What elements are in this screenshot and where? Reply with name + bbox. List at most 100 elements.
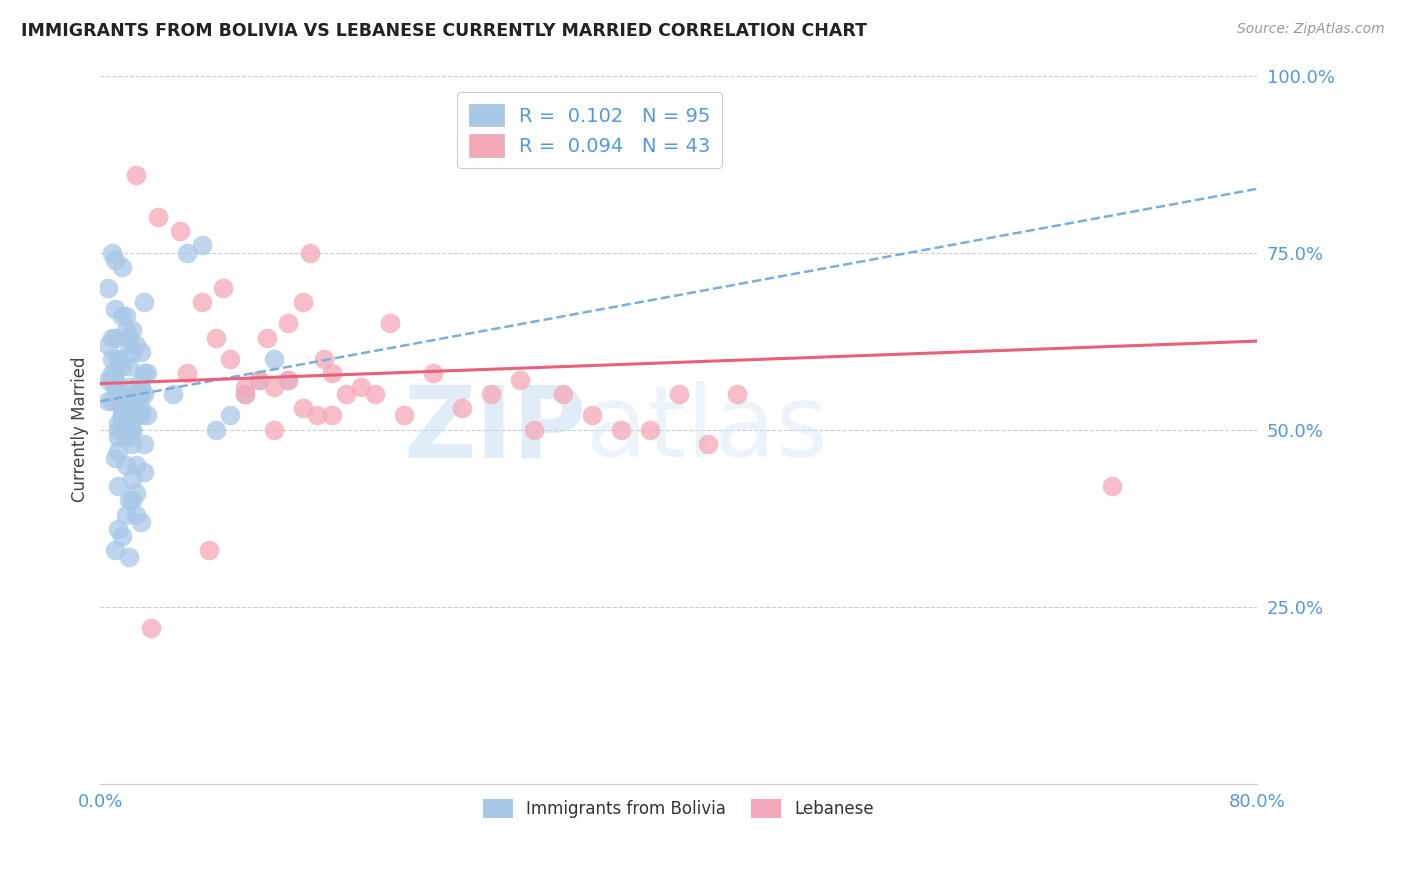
Point [111,423,134,437]
Point [129,387,152,401]
Point [132,366,155,380]
Point [115,310,138,324]
Point [335,387,357,401]
Point [125,337,148,351]
Point [176,245,198,260]
Point [364,387,387,401]
Point [610,423,633,437]
Point [101,366,124,380]
Point [378,317,401,331]
Point [115,508,138,522]
Legend: Immigrants from Bolivia, Lebanese: Immigrants from Bolivia, Lebanese [477,792,882,825]
Point [118,380,141,394]
Point [233,387,256,401]
Point [118,493,141,508]
Point [121,423,143,437]
Point [115,387,138,401]
Point [118,423,141,437]
Point [111,409,134,423]
Point [111,260,134,274]
Point [190,238,212,252]
Point [104,373,127,387]
Point [422,366,444,380]
Point [314,351,336,366]
Point [349,380,371,394]
Point [121,344,143,359]
Point [107,430,129,444]
Y-axis label: Currently Married: Currently Married [72,357,89,502]
Point [111,529,134,543]
Point [176,366,198,380]
Point [696,437,718,451]
Point [725,387,748,401]
Point [291,401,314,416]
Point [107,443,129,458]
Point [101,330,124,344]
Point [233,380,256,394]
Point [263,423,285,437]
Point [212,281,235,295]
Point [129,380,152,394]
Point [97,337,120,351]
Point [125,486,148,500]
Point [129,373,152,387]
Point [104,302,127,317]
Point [121,472,143,486]
Point [479,387,502,401]
Point [111,416,134,430]
Point [115,409,138,423]
Point [111,409,134,423]
Point [121,437,143,451]
Point [104,450,127,465]
Point [148,210,170,224]
Point [125,387,148,401]
Point [219,351,242,366]
Point [132,465,155,479]
Point [107,387,129,401]
Point [118,416,141,430]
Point [104,380,127,394]
Point [118,337,141,351]
Point [121,401,143,416]
Point [118,416,141,430]
Point [129,409,152,423]
Point [107,416,129,430]
Point [263,380,285,394]
Point [125,409,148,423]
Point [509,373,531,387]
Point [115,394,138,409]
Point [111,310,134,324]
Point [97,373,120,387]
Point [125,387,148,401]
Point [111,401,134,416]
Point [111,359,134,373]
Point [277,373,299,387]
Text: IMMIGRANTS FROM BOLIVIA VS LEBANESE CURRENTLY MARRIED CORRELATION CHART: IMMIGRANTS FROM BOLIVIA VS LEBANESE CURR… [21,22,868,40]
Text: ZIP: ZIP [404,381,586,478]
Point [247,373,270,387]
Point [107,522,129,536]
Point [132,295,155,310]
Point [523,423,546,437]
Point [321,366,343,380]
Point [638,423,661,437]
Point [115,430,138,444]
Point [107,423,129,437]
Point [104,252,127,267]
Point [135,409,157,423]
Point [277,317,299,331]
Point [129,387,152,401]
Point [97,394,120,409]
Point [263,351,285,366]
Point [298,245,321,260]
Point [107,351,129,366]
Point [115,430,138,444]
Point [125,508,148,522]
Point [101,351,124,366]
Point [125,401,148,416]
Point [162,387,184,401]
Point [118,359,141,373]
Point [121,423,143,437]
Point [129,515,152,529]
Point [197,543,219,558]
